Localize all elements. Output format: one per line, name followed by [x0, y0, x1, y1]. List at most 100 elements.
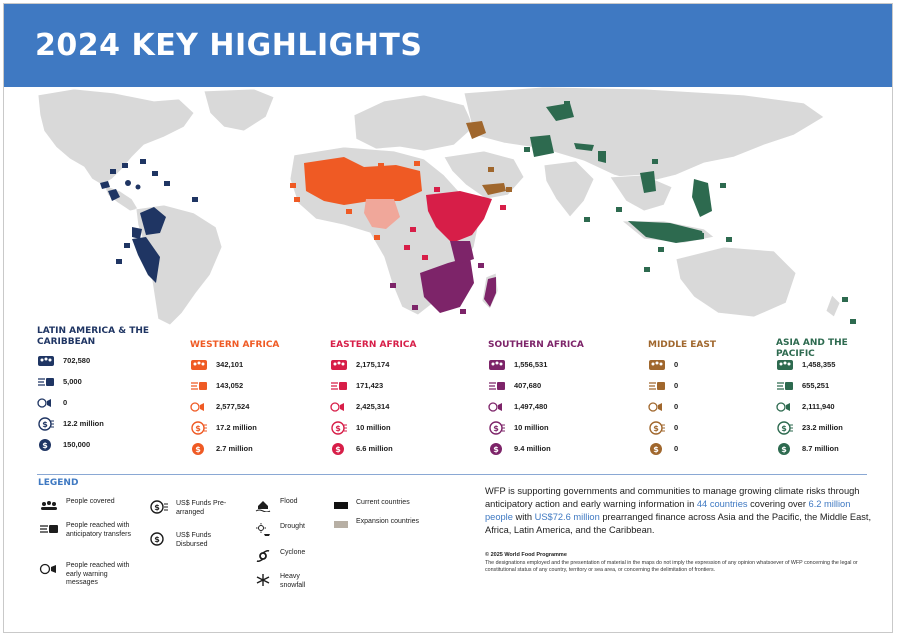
expansion-swatch [334, 521, 348, 528]
haiti-shape [135, 184, 141, 190]
stat-early-warning: 0 [648, 396, 788, 417]
stat-funds-prearranged: $ 10 million [330, 417, 470, 438]
stat-value: 150,000 [63, 440, 91, 449]
funds-disbursed-icon: $ [776, 442, 794, 456]
stat-value: 2,425,314 [356, 402, 390, 411]
svg-text:$: $ [493, 424, 499, 433]
colombia-shape [140, 207, 166, 235]
stat-funds-prearranged: $ 0 [648, 417, 788, 438]
stat-funds-disbursed: $ 6.6 million [330, 438, 470, 459]
cyclone-icon [252, 549, 274, 563]
people-covered-icon [37, 354, 55, 368]
legend-people-covered: People covered [38, 498, 138, 512]
early-warning-icon [330, 400, 348, 414]
stat-value: 1,556,531 [514, 360, 548, 369]
stat-anticipatory: 171,423 [330, 375, 470, 396]
stat-funds-disbursed: $ 8.7 million [776, 438, 886, 459]
guatemala-shape [100, 181, 110, 189]
svg-text:$: $ [335, 445, 341, 454]
title-banner: 2024 KEY HIGHLIGHTS [4, 4, 892, 87]
legend-label: Current countries [356, 499, 410, 506]
funds-disbursed-icon: $ [488, 442, 506, 456]
stat-value: 10 million [356, 423, 391, 432]
stat-people-covered: 702,580 [37, 350, 177, 371]
region-asia-pacific: ASIA AND THE PACIFIC 1,458,355 655,251 2… [776, 338, 886, 459]
timor-shape [692, 233, 704, 239]
svg-text:$: $ [781, 445, 787, 454]
summary-text: covering over [747, 499, 809, 509]
nigeria-shape [364, 199, 400, 229]
legend-early-warning: People reached with early warning messag… [38, 562, 138, 588]
stat-value: 0 [674, 381, 679, 390]
europe-land [353, 94, 475, 152]
anticipatory-transfer-icon [37, 375, 55, 389]
svg-text:$: $ [335, 424, 341, 433]
eastern-africa-countries [426, 191, 492, 243]
funds-prearranged-icon: $ [648, 420, 666, 435]
funds-prearranged-icon: $ [776, 420, 794, 435]
legend-funds-disbursed: $ US$ Funds Disbursed [148, 532, 240, 549]
stat-value: 6.6 million [356, 444, 393, 453]
stat-value: 9.4 million [514, 444, 551, 453]
stat-people-covered: 2,175,174 [330, 354, 470, 375]
region-title: LATIN AMERICA & THE CARIBBEAN [37, 326, 150, 347]
stat-early-warning: 2,425,314 [330, 396, 470, 417]
funds-disbursed-icon: $ [648, 442, 666, 456]
stat-value: 0 [63, 398, 68, 407]
funds-prearranged-icon: $ [148, 500, 170, 514]
map-markers-asia [524, 101, 856, 324]
stat-people-covered: 1,556,531 [488, 354, 628, 375]
region-latin-america: LATIN AMERICA & THE CARIBBEAN 702,580 5,… [37, 326, 177, 455]
stat-value: 8.7 million [802, 444, 839, 453]
early-warning-icon [648, 400, 666, 414]
legend-title: LEGEND [38, 478, 79, 488]
legend-label: Drought [280, 523, 305, 530]
pakistan-shape [530, 135, 554, 157]
stat-value: 0 [674, 360, 679, 369]
sahel-shape [304, 157, 422, 205]
greenland-land [203, 88, 275, 132]
afghanistan-shape [546, 103, 574, 121]
anticipatory-transfer-icon [488, 379, 506, 393]
stat-funds-prearranged: $ 12.2 million [37, 413, 177, 434]
early-warning-icon [776, 400, 794, 414]
anticipatory-transfer-icon [190, 379, 208, 393]
stat-value: 5,000 [63, 377, 82, 386]
stat-early-warning: 2,111,940 [776, 396, 886, 417]
funds-prearranged-icon: $ [37, 416, 55, 431]
stat-funds-disbursed: $ 2.7 million [190, 438, 330, 459]
funds-prearranged-icon: $ [330, 420, 348, 435]
people-covered-icon [38, 498, 60, 512]
early-warning-icon [38, 562, 60, 576]
svg-text:$: $ [195, 424, 201, 433]
funds-disbursed-icon: $ [37, 438, 55, 452]
stat-value: 171,423 [356, 381, 384, 390]
map-markers-east [404, 187, 506, 260]
western-africa-countries [304, 157, 422, 205]
legend-label: Flood [280, 498, 298, 505]
stat-anticipatory: 0 [648, 375, 788, 396]
legend-snowfall: Heavy snowfall [252, 573, 320, 590]
stat-value: 0 [674, 444, 679, 453]
new-zealand-land [825, 294, 841, 318]
stat-people-covered: 0 [648, 354, 788, 375]
stat-funds-disbursed: $ 150,000 [37, 434, 177, 455]
stat-anticipatory: 655,251 [776, 375, 886, 396]
anticipatory-transfer-icon [776, 379, 794, 393]
people-covered-icon [330, 358, 348, 372]
summary-text: WFP is supporting governments and commun… [485, 486, 860, 509]
page-title: 2024 KEY HIGHLIGHTS [35, 28, 423, 63]
yemen-shape [482, 183, 506, 195]
nepal-shape [574, 143, 594, 151]
stat-early-warning: 0 [37, 392, 177, 413]
countries-highlight: 44 countries [696, 499, 748, 509]
stat-value: 12.2 million [63, 419, 104, 428]
people-highlight: 6.2 million people [485, 499, 851, 522]
stat-value: 10 million [514, 423, 549, 432]
stat-people-covered: 342,101 [190, 354, 330, 375]
legend-label: US$ Funds Pre-arranged [176, 500, 227, 516]
caribbean-shape [108, 189, 120, 201]
iraq-shape [466, 121, 486, 139]
stat-value: 1,458,355 [802, 360, 836, 369]
map-markers-south [390, 263, 484, 314]
